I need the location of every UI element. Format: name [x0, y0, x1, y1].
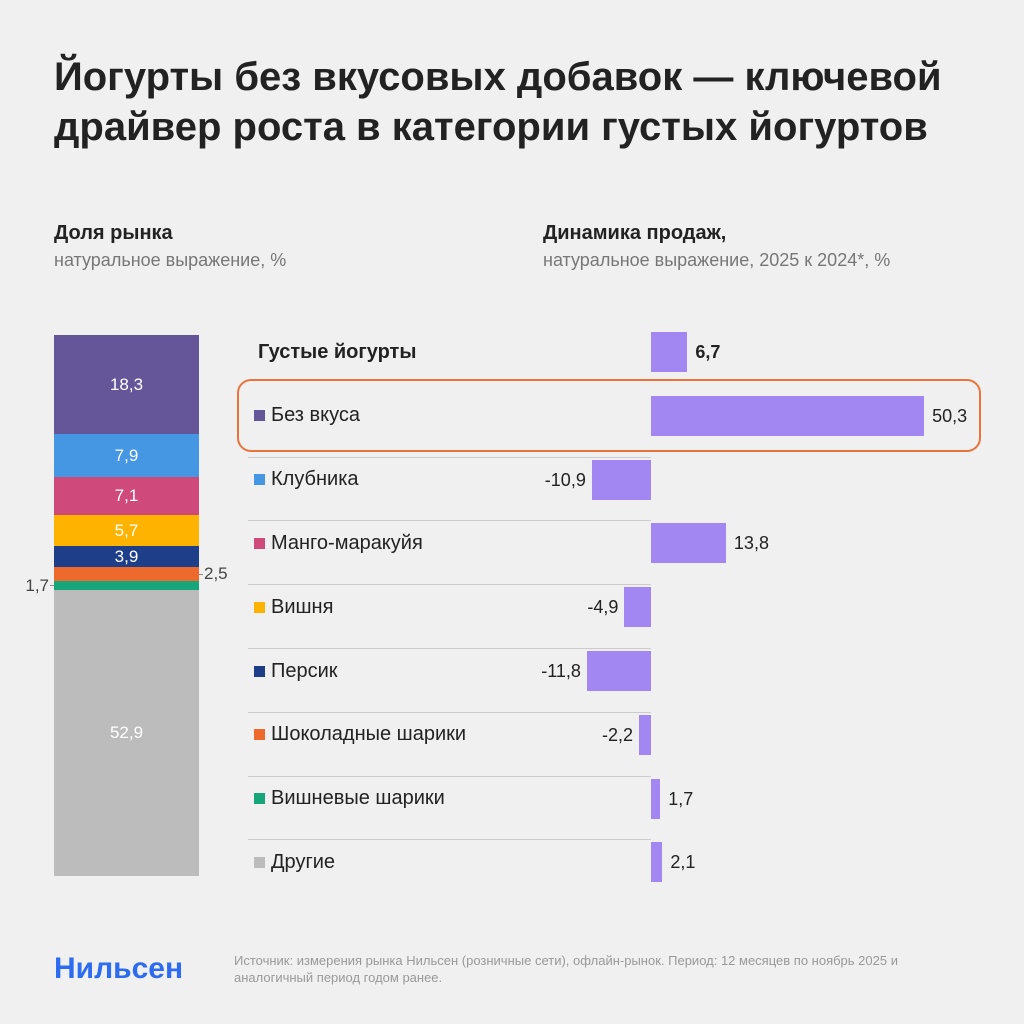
- legend-swatch: [254, 729, 265, 741]
- category-row: Вишневые шарики: [248, 779, 651, 819]
- share-label: 18,3: [109, 375, 144, 394]
- change-value-label: -11,8: [541, 661, 581, 681]
- row-divider: [248, 584, 651, 586]
- legend-swatch: [254, 793, 265, 805]
- category-row: Клубника: [248, 460, 651, 500]
- category-row: Вишня: [248, 587, 651, 627]
- change-value-label: -10,9: [544, 469, 586, 490]
- share-label: 5,7: [114, 521, 139, 541]
- market-share-stacked-bar: 18,3 7,9 7,1 5,7 3,9 2,5 1,7 52,9: [25, 335, 228, 876]
- category-label: Без вкуса: [271, 404, 361, 427]
- change-value-label: 6,7: [695, 342, 721, 362]
- share-segment: 5,7: [54, 515, 199, 546]
- category-label: Манго-маракуйя: [271, 531, 423, 554]
- legend-swatch: [254, 601, 265, 613]
- category-label: Шоколадные шарики: [271, 723, 467, 746]
- share-segment: 1,7: [25, 577, 199, 594]
- share-label: 7,9: [114, 445, 139, 465]
- legend-swatch: [254, 856, 265, 868]
- right-heading: Динамика продаж,: [543, 222, 727, 244]
- row-divider: [248, 775, 651, 777]
- category-row: Персик: [248, 651, 651, 691]
- share-segment: 18,3: [54, 335, 199, 434]
- legend-swatch: [254, 474, 265, 486]
- change-value-label: -2,2: [602, 724, 634, 745]
- source-note: Источник: измерения рынка Нильсен (розни…: [234, 953, 898, 985]
- change-value-label: 1,7: [668, 788, 694, 809]
- category-label: Вишневые шарики: [271, 787, 445, 810]
- change-bar: [586, 651, 651, 691]
- right-subheading: натуральное выражение, 2025 к 2024*, %: [543, 250, 891, 270]
- change-bar: [651, 523, 726, 564]
- share-label-leader: [50, 585, 54, 587]
- share-segment: 3,9: [54, 545, 199, 568]
- highlight-frame: [237, 379, 981, 452]
- change-bar: [651, 778, 661, 819]
- left-subheading: натуральное выражение, %: [54, 250, 287, 270]
- change-bar: [591, 459, 651, 500]
- change-value-label: -4,9: [587, 597, 619, 618]
- category-label: Вишня: [271, 595, 334, 618]
- share-label: 7,1: [114, 486, 139, 506]
- category-label: Клубника: [271, 468, 359, 491]
- share-segment: 2,5: [54, 565, 228, 582]
- share-segment: 52,9: [54, 589, 199, 876]
- row-divider: [248, 648, 651, 649]
- share-segment: 7,9: [54, 434, 199, 477]
- category-row: Густые йогурты: [248, 332, 651, 372]
- share-segment: 7,1: [54, 476, 199, 516]
- category-row: Другие: [248, 842, 651, 882]
- change-value-label: 50,3: [932, 405, 968, 426]
- share-label: 1,7: [25, 575, 49, 595]
- legend-swatch: [254, 410, 265, 422]
- row-divider: [248, 711, 651, 713]
- category-label: Густые йогурты: [258, 340, 417, 363]
- change-bar: [624, 587, 651, 628]
- change-bar: [651, 332, 688, 372]
- legend-swatch: [254, 537, 265, 549]
- share-label: 52,9: [109, 723, 144, 743]
- category-row: Без вкуса: [248, 396, 651, 436]
- row-divider: [248, 456, 651, 458]
- row-divider: [248, 839, 651, 841]
- share-label-leader: [199, 573, 203, 575]
- share-label: 2,5: [204, 564, 228, 584]
- change-value-label: 13,8: [733, 533, 769, 554]
- category-row: Манго-маракуйя: [248, 523, 651, 563]
- change-bar: [651, 395, 925, 436]
- nielsen-logo: Нильсен: [54, 952, 184, 985]
- left-heading: Доля рынка: [54, 222, 173, 244]
- change-value-label: 2,1: [670, 852, 696, 873]
- change-bar: [651, 842, 663, 883]
- page-title: Йогурты без вкусовых добавок — ключевой …: [54, 55, 942, 149]
- category-row: Шоколадные шарики: [248, 715, 651, 755]
- category-label: Другие: [271, 850, 336, 873]
- legend-swatch: [254, 665, 265, 677]
- share-label: 3,9: [114, 547, 139, 567]
- category-label: Персик: [271, 659, 338, 682]
- row-divider: [248, 520, 651, 522]
- change-bar: [639, 714, 651, 755]
